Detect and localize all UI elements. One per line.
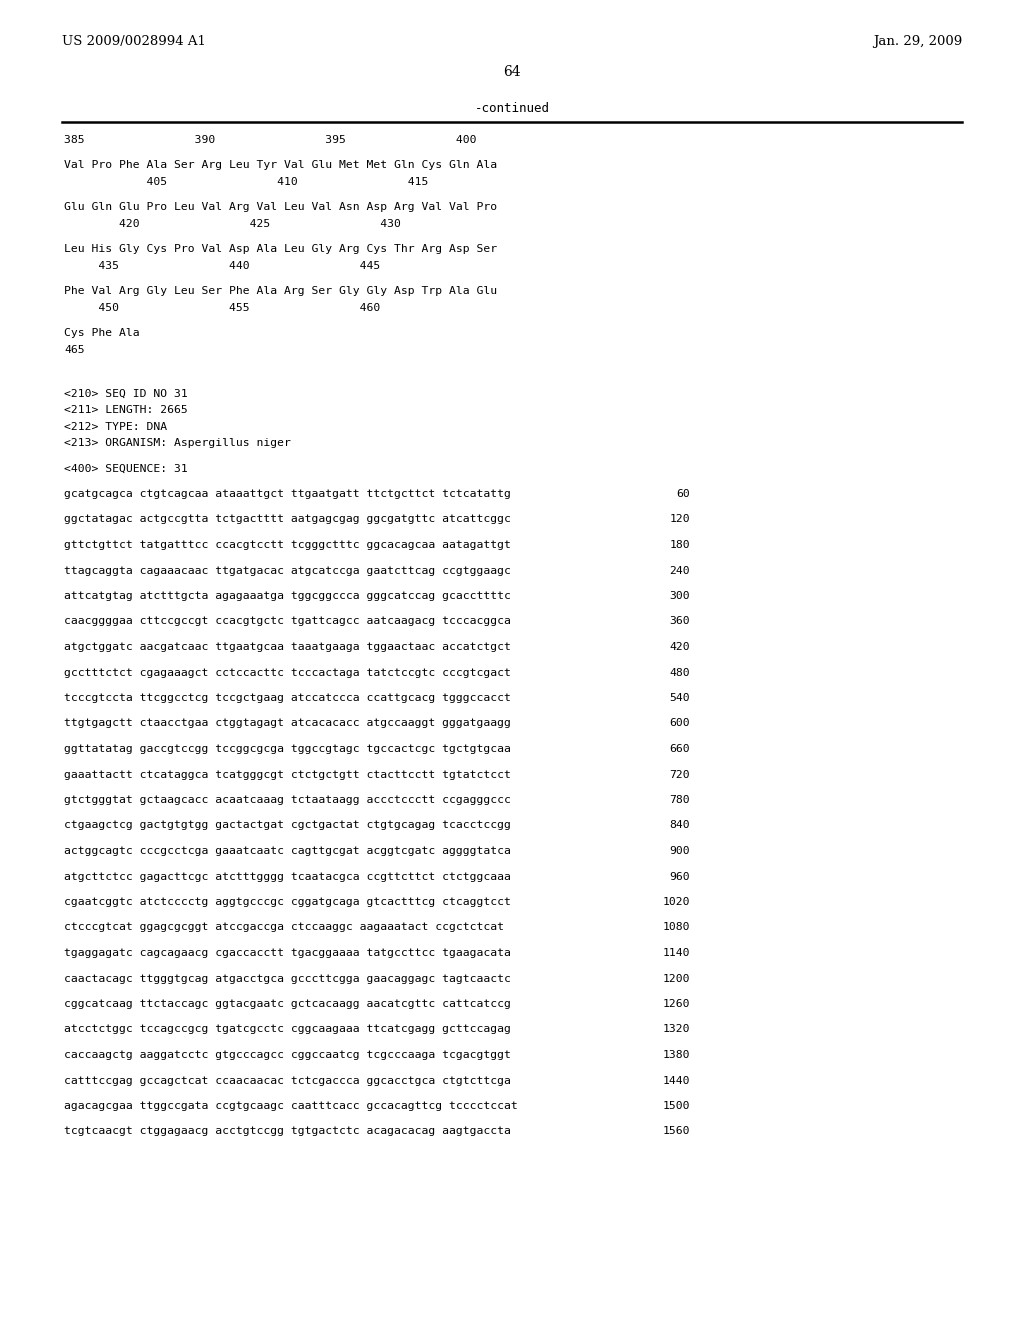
Text: 720: 720 bbox=[670, 770, 690, 780]
Text: 1560: 1560 bbox=[663, 1126, 690, 1137]
Text: 780: 780 bbox=[670, 795, 690, 805]
Text: ttgtgagctt ctaacctgaa ctggtagagt atcacacacc atgccaaggt gggatgaagg: ttgtgagctt ctaacctgaa ctggtagagt atcacac… bbox=[63, 718, 511, 729]
Text: <211> LENGTH: 2665: <211> LENGTH: 2665 bbox=[63, 405, 187, 414]
Text: -continued: -continued bbox=[474, 102, 550, 115]
Text: <212> TYPE: DNA: <212> TYPE: DNA bbox=[63, 421, 167, 432]
Text: 420                425                430: 420 425 430 bbox=[63, 219, 400, 228]
Text: 1320: 1320 bbox=[663, 1024, 690, 1035]
Text: <400> SEQUENCE: 31: <400> SEQUENCE: 31 bbox=[63, 463, 187, 474]
Text: 960: 960 bbox=[670, 871, 690, 882]
Text: Cys Phe Ala: Cys Phe Ala bbox=[63, 329, 139, 338]
Text: caactacagc ttgggtgcag atgacctgca gcccttcgga gaacaggagc tagtcaactc: caactacagc ttgggtgcag atgacctgca gcccttc… bbox=[63, 974, 511, 983]
Text: 465: 465 bbox=[63, 345, 85, 355]
Text: US 2009/0028994 A1: US 2009/0028994 A1 bbox=[62, 36, 206, 49]
Text: 60: 60 bbox=[676, 488, 690, 499]
Text: 660: 660 bbox=[670, 744, 690, 754]
Text: cgaatcggtc atctcccctg aggtgcccgc cggatgcaga gtcactttcg ctcaggtcct: cgaatcggtc atctcccctg aggtgcccgc cggatgc… bbox=[63, 898, 511, 907]
Text: 540: 540 bbox=[670, 693, 690, 704]
Text: ctcccgtcat ggagcgcggt atccgaccga ctccaaggc aagaaatact ccgctctcat: ctcccgtcat ggagcgcggt atccgaccga ctccaag… bbox=[63, 923, 504, 932]
Text: atgcttctcc gagacttcgc atctttgggg tcaatacgca ccgttcttct ctctggcaaa: atgcttctcc gagacttcgc atctttgggg tcaatac… bbox=[63, 871, 511, 882]
Text: <210> SEQ ID NO 31: <210> SEQ ID NO 31 bbox=[63, 388, 187, 399]
Text: 1500: 1500 bbox=[663, 1101, 690, 1111]
Text: 450                455                460: 450 455 460 bbox=[63, 304, 380, 313]
Text: cggcatcaag ttctaccagc ggtacgaatc gctcacaagg aacatcgttc cattcatccg: cggcatcaag ttctaccagc ggtacgaatc gctcaca… bbox=[63, 999, 511, 1008]
Text: 240: 240 bbox=[670, 565, 690, 576]
Text: agacagcgaa ttggccgata ccgtgcaagc caatttcacc gccacagttcg tcccctccat: agacagcgaa ttggccgata ccgtgcaagc caatttc… bbox=[63, 1101, 518, 1111]
Text: gttctgttct tatgatttcc ccacgtcctt tcgggctttc ggcacagcaa aatagattgt: gttctgttct tatgatttcc ccacgtcctt tcgggct… bbox=[63, 540, 511, 550]
Text: ggttatatag gaccgtccgg tccggcgcga tggccgtagc tgccactcgc tgctgtgcaa: ggttatatag gaccgtccgg tccggcgcga tggccgt… bbox=[63, 744, 511, 754]
Text: catttccgag gccagctcat ccaacaacac tctcgaccca ggcacctgca ctgtcttcga: catttccgag gccagctcat ccaacaacac tctcgac… bbox=[63, 1076, 511, 1085]
Text: Jan. 29, 2009: Jan. 29, 2009 bbox=[872, 36, 962, 49]
Text: 1020: 1020 bbox=[663, 898, 690, 907]
Text: 1080: 1080 bbox=[663, 923, 690, 932]
Text: tgaggagatc cagcagaacg cgaccacctt tgacggaaaa tatgccttcc tgaagacata: tgaggagatc cagcagaacg cgaccacctt tgacgga… bbox=[63, 948, 511, 958]
Text: gtctgggtat gctaagcacc acaatcaaag tctaataagg accctccctt ccgagggccc: gtctgggtat gctaagcacc acaatcaaag tctaata… bbox=[63, 795, 511, 805]
Text: 385                390                395                400: 385 390 395 400 bbox=[63, 135, 476, 145]
Text: gcatgcagca ctgtcagcaa ataaattgct ttgaatgatt ttctgcttct tctcatattg: gcatgcagca ctgtcagcaa ataaattgct ttgaatg… bbox=[63, 488, 511, 499]
Text: 120: 120 bbox=[670, 515, 690, 524]
Text: caacggggaa cttccgccgt ccacgtgctc tgattcagcc aatcaagacg tcccacggca: caacggggaa cttccgccgt ccacgtgctc tgattca… bbox=[63, 616, 511, 627]
Text: gaaattactt ctcataggca tcatgggcgt ctctgctgtt ctacttcctt tgtatctcct: gaaattactt ctcataggca tcatgggcgt ctctgct… bbox=[63, 770, 511, 780]
Text: Phe Val Arg Gly Leu Ser Phe Ala Arg Ser Gly Gly Asp Trp Ala Glu: Phe Val Arg Gly Leu Ser Phe Ala Arg Ser … bbox=[63, 286, 497, 297]
Text: 435                440                445: 435 440 445 bbox=[63, 261, 380, 271]
Text: 64: 64 bbox=[503, 65, 521, 79]
Text: 600: 600 bbox=[670, 718, 690, 729]
Text: 405                410                415: 405 410 415 bbox=[63, 177, 428, 187]
Text: 480: 480 bbox=[670, 668, 690, 677]
Text: 360: 360 bbox=[670, 616, 690, 627]
Text: Glu Gln Glu Pro Leu Val Arg Val Leu Val Asn Asp Arg Val Val Pro: Glu Gln Glu Pro Leu Val Arg Val Leu Val … bbox=[63, 202, 497, 213]
Text: atgctggatc aacgatcaac ttgaatgcaa taaatgaaga tggaactaac accatctgct: atgctggatc aacgatcaac ttgaatgcaa taaatga… bbox=[63, 642, 511, 652]
Text: ctgaagctcg gactgtgtgg gactactgat cgctgactat ctgtgcagag tcacctccgg: ctgaagctcg gactgtgtgg gactactgat cgctgac… bbox=[63, 821, 511, 830]
Text: 900: 900 bbox=[670, 846, 690, 855]
Text: <213> ORGANISM: Aspergillus niger: <213> ORGANISM: Aspergillus niger bbox=[63, 438, 291, 447]
Text: 300: 300 bbox=[670, 591, 690, 601]
Text: 840: 840 bbox=[670, 821, 690, 830]
Text: actggcagtc cccgcctcga gaaatcaatc cagttgcgat acggtcgatc aggggtatca: actggcagtc cccgcctcga gaaatcaatc cagttgc… bbox=[63, 846, 511, 855]
Text: 1380: 1380 bbox=[663, 1049, 690, 1060]
Text: atcctctggc tccagccgcg tgatcgcctc cggcaagaaa ttcatcgagg gcttccagag: atcctctggc tccagccgcg tgatcgcctc cggcaag… bbox=[63, 1024, 511, 1035]
Text: ttagcaggta cagaaacaac ttgatgacac atgcatccga gaatcttcag ccgtggaagc: ttagcaggta cagaaacaac ttgatgacac atgcatc… bbox=[63, 565, 511, 576]
Text: 420: 420 bbox=[670, 642, 690, 652]
Text: ggctatagac actgccgtta tctgactttt aatgagcgag ggcgatgttc atcattcggc: ggctatagac actgccgtta tctgactttt aatgagc… bbox=[63, 515, 511, 524]
Text: 1260: 1260 bbox=[663, 999, 690, 1008]
Text: 1440: 1440 bbox=[663, 1076, 690, 1085]
Text: Leu His Gly Cys Pro Val Asp Ala Leu Gly Arg Cys Thr Arg Asp Ser: Leu His Gly Cys Pro Val Asp Ala Leu Gly … bbox=[63, 244, 497, 255]
Text: tcgtcaacgt ctggagaacg acctgtccgg tgtgactctc acagacacag aagtgaccta: tcgtcaacgt ctggagaacg acctgtccgg tgtgact… bbox=[63, 1126, 511, 1137]
Text: 1200: 1200 bbox=[663, 974, 690, 983]
Text: caccaagctg aaggatcctc gtgcccagcc cggccaatcg tcgcccaaga tcgacgtggt: caccaagctg aaggatcctc gtgcccagcc cggccaa… bbox=[63, 1049, 511, 1060]
Text: tcccgtccta ttcggcctcg tccgctgaag atccatccca ccattgcacg tgggccacct: tcccgtccta ttcggcctcg tccgctgaag atccatc… bbox=[63, 693, 511, 704]
Text: attcatgtag atctttgcta agagaaatga tggcggccca gggcatccag gcaccttttc: attcatgtag atctttgcta agagaaatga tggcggc… bbox=[63, 591, 511, 601]
Text: 1140: 1140 bbox=[663, 948, 690, 958]
Text: 180: 180 bbox=[670, 540, 690, 550]
Text: Val Pro Phe Ala Ser Arg Leu Tyr Val Glu Met Met Gln Cys Gln Ala: Val Pro Phe Ala Ser Arg Leu Tyr Val Glu … bbox=[63, 161, 497, 170]
Text: gcctttctct cgagaaagct cctccacttc tcccactaga tatctccgtc cccgtcgact: gcctttctct cgagaaagct cctccacttc tcccact… bbox=[63, 668, 511, 677]
